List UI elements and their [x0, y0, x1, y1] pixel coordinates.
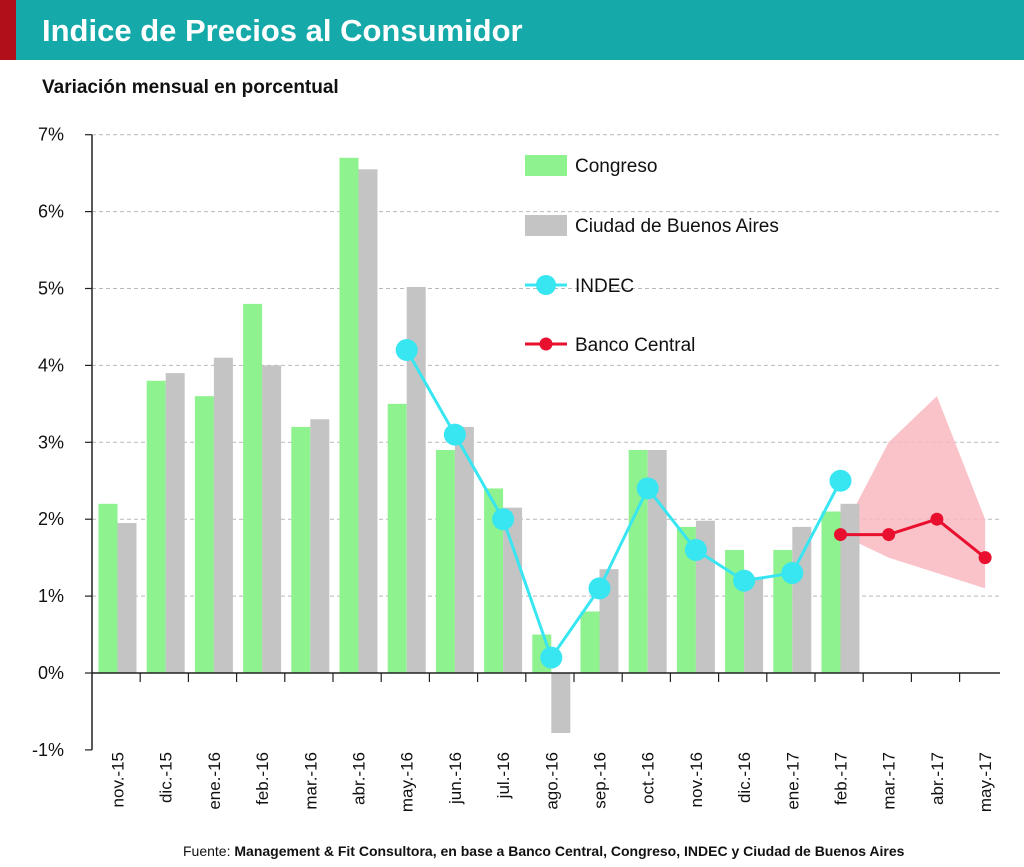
- chart-subtitle: Variación mensual en porcentual: [42, 77, 339, 98]
- bar-congreso: [676, 526, 696, 673]
- bar-ciudad: [213, 357, 233, 673]
- bar-ciudad: [310, 419, 330, 673]
- x-tick-label: dic.-15: [157, 752, 176, 803]
- bar-congreso: [580, 611, 600, 673]
- bar-congreso: [194, 396, 214, 673]
- banco-central-point: [834, 528, 847, 542]
- y-tick-label: 4%: [38, 355, 64, 375]
- x-tick-label: abr.-16: [350, 752, 369, 805]
- footer-source: Management & Fit Consultora, en base a B…: [234, 843, 905, 859]
- axes: -1% 0% 1% 2% 3% 4% 5% 6% 7% nov.-15 dic.-15 ene.-16…: [32, 125, 1000, 812]
- banco-central-point: [882, 528, 896, 542]
- x-tick-label: dic.-16: [735, 752, 754, 803]
- bar-congreso: [725, 549, 745, 673]
- y-tick-label: 2%: [38, 509, 64, 529]
- legend-swatch-ciudad: [525, 215, 567, 236]
- x-tick-label: oct.-16: [639, 752, 658, 804]
- x-tick-label: mar.-16: [301, 752, 320, 810]
- bar-congreso: [484, 488, 504, 673]
- footer-prefix: Fuente:: [183, 843, 235, 859]
- bar-ciudad: [358, 169, 378, 673]
- bar-ciudad: [454, 426, 474, 673]
- indec-point: [492, 508, 515, 531]
- bar-congreso: [146, 380, 166, 673]
- bar-congreso: [291, 426, 311, 673]
- x-tick-label: may.-16: [398, 752, 417, 812]
- source-footer: Fuente: Management & Fit Consultora, en …: [183, 843, 904, 859]
- bar-ciudad: [503, 507, 523, 673]
- bar-ciudad: [744, 576, 764, 673]
- legend-swatch-indec-marker: [536, 275, 556, 295]
- bar-ciudad: [406, 286, 426, 673]
- indec-line: [405, 349, 842, 661]
- legend-label: Banco Central: [575, 335, 695, 356]
- bar-ciudad: [792, 526, 812, 673]
- banco-central-line: [840, 517, 987, 559]
- x-tick-label: jul.-16: [494, 752, 513, 799]
- indec-point: [443, 423, 466, 446]
- bar-congreso: [98, 503, 118, 673]
- y-tick-label: 3%: [38, 432, 64, 452]
- header-bar: [0, 0, 1024, 60]
- indec-point: [395, 339, 418, 362]
- legend-label: Congreso: [575, 156, 657, 177]
- x-tick-label: sep.-16: [591, 752, 610, 809]
- page-title: Indice de Precios al Consumidor: [42, 13, 523, 48]
- indec-point: [781, 562, 804, 585]
- bar-congreso: [243, 303, 263, 673]
- y-tick-label: 5%: [38, 279, 64, 299]
- cpi-chart: -1% 0% 1% 2% 3% 4% 5% 6% 7% nov.-15 dic.-15 ene.-16…: [32, 125, 1000, 812]
- y-tick-label: 6%: [38, 202, 64, 222]
- x-tick-label: nov.-16: [687, 752, 706, 807]
- y-tick-label: 0%: [38, 663, 64, 683]
- x-tick-label: ene.-17: [783, 752, 802, 810]
- bar-ciudad: [551, 673, 571, 733]
- x-tick-label: feb.-16: [253, 752, 272, 805]
- forecast-band-area: [840, 396, 986, 589]
- indec-point: [636, 477, 659, 500]
- x-tick-label: nov.-15: [109, 752, 128, 807]
- banco-central-point: [978, 551, 992, 565]
- legend: Congreso Ciudad de Buenos Aires INDEC Banco…: [525, 155, 779, 356]
- indec-point: [733, 569, 756, 592]
- x-tick-label: ene.-16: [205, 752, 224, 810]
- bar-ciudad: [165, 373, 185, 673]
- legend-label: INDEC: [575, 276, 634, 297]
- header-accent: [0, 0, 16, 60]
- legend-swatch-banco-marker: [539, 337, 553, 351]
- series-lines: [395, 339, 992, 669]
- forecast-band: [840, 396, 986, 589]
- bar-congreso: [628, 449, 648, 673]
- x-tick-label: ago.-16: [542, 752, 561, 810]
- x-tick-label: mar.-17: [880, 752, 899, 810]
- bars: [98, 157, 860, 733]
- bar-congreso: [821, 511, 841, 673]
- bar-congreso: [339, 157, 359, 673]
- x-tick-label: feb.-17: [832, 752, 851, 805]
- y-tick-label: 7%: [38, 125, 64, 145]
- bar-congreso: [387, 403, 407, 673]
- indec-point: [684, 538, 707, 561]
- x-tick-label: abr.-17: [928, 752, 947, 805]
- indec-point: [540, 646, 563, 669]
- bar-ciudad: [117, 523, 137, 673]
- y-tick-label: 1%: [38, 586, 64, 606]
- indec-point: [588, 577, 611, 600]
- indec-point: [829, 469, 852, 492]
- x-tick-label: may.-17: [976, 752, 995, 812]
- bar-congreso: [435, 449, 455, 673]
- bar-ciudad: [262, 365, 282, 673]
- banco-central-point: [930, 512, 944, 526]
- legend-swatch-congreso: [525, 155, 567, 176]
- bar-ciudad: [840, 503, 860, 673]
- x-tick-label: jun.-16: [446, 752, 465, 805]
- y-tick-label: -1%: [32, 740, 64, 760]
- legend-label: Ciudad de Buenos Aires: [575, 216, 779, 237]
